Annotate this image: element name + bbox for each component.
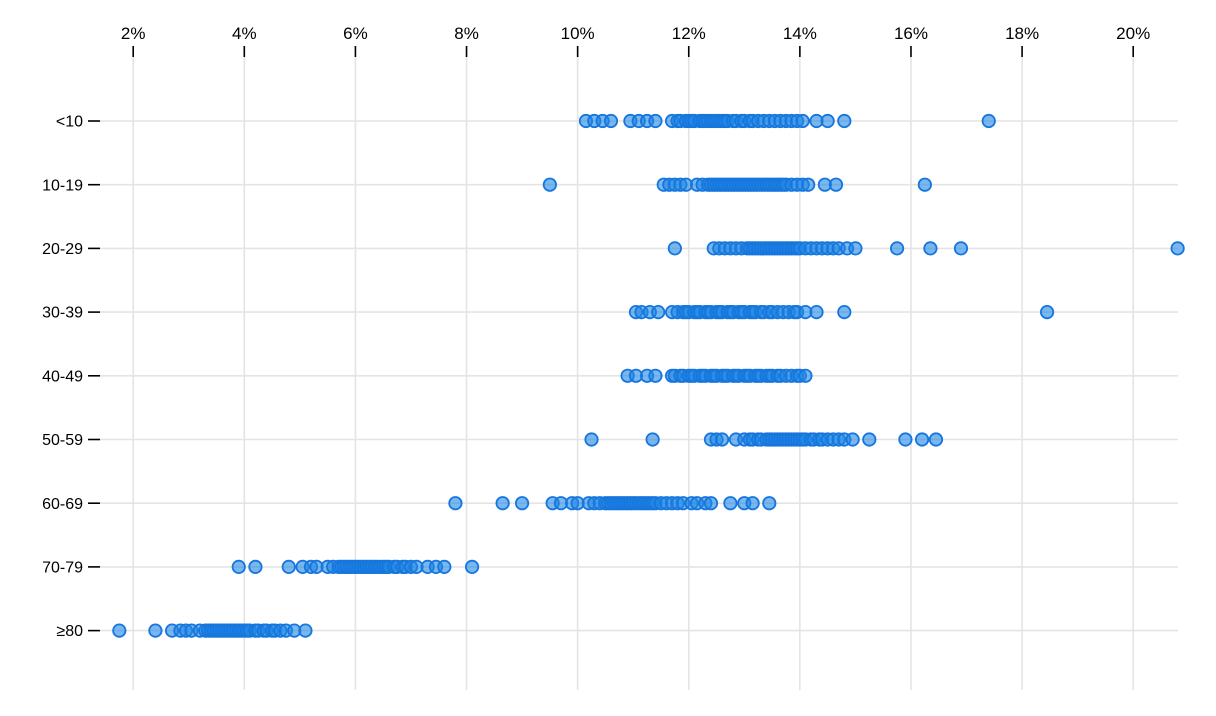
y-axis-category-label: 20-29 bbox=[42, 241, 83, 258]
data-point bbox=[798, 368, 813, 383]
data-point bbox=[542, 177, 557, 192]
data-point bbox=[448, 496, 463, 511]
x-axis-tick-label: 16% bbox=[894, 24, 928, 43]
x-axis-tick-label: 10% bbox=[561, 24, 595, 43]
x-axis-tick-label: 12% bbox=[672, 24, 706, 43]
x-axis-tick-label: 20% bbox=[1116, 24, 1150, 43]
x-axis-tick-label: 18% bbox=[1005, 24, 1039, 43]
y-axis-category-label: 50-59 bbox=[42, 432, 83, 449]
data-point bbox=[714, 432, 730, 447]
data-point bbox=[862, 432, 877, 447]
data-point bbox=[837, 113, 852, 129]
x-axis-tick-label: 8% bbox=[454, 24, 479, 43]
data-point bbox=[762, 496, 777, 511]
data-point bbox=[148, 623, 163, 638]
y-axis-category-label: 40-49 bbox=[42, 368, 83, 385]
data-point bbox=[645, 432, 660, 447]
y-axis-category-label: 70-79 bbox=[42, 560, 83, 577]
y-axis-category-label: 10-19 bbox=[42, 177, 83, 194]
data-point bbox=[281, 559, 296, 575]
data-point bbox=[298, 623, 313, 638]
data-point bbox=[1170, 241, 1185, 256]
data-point bbox=[953, 241, 969, 256]
data-point bbox=[514, 496, 530, 511]
x-axis-tick-label: 4% bbox=[232, 24, 257, 43]
data-point bbox=[848, 241, 863, 256]
data-point bbox=[584, 432, 599, 447]
data-point bbox=[898, 432, 913, 447]
y-axis-category-label: 60-69 bbox=[42, 496, 83, 513]
y-axis-category-label: <10 bbox=[56, 114, 83, 131]
x-axis-tick-label: 14% bbox=[783, 24, 817, 43]
data-point bbox=[889, 241, 905, 256]
y-axis-category-label: ≥80 bbox=[56, 623, 83, 640]
data-point bbox=[928, 432, 944, 447]
x-axis-tick-label: 2% bbox=[121, 24, 146, 43]
data-point bbox=[981, 113, 996, 129]
data-point bbox=[648, 368, 663, 383]
data-point bbox=[651, 304, 666, 320]
data-point bbox=[495, 496, 510, 511]
data-point bbox=[1039, 304, 1055, 320]
data-point bbox=[464, 559, 480, 575]
data-point bbox=[231, 559, 246, 575]
data-point bbox=[917, 177, 932, 192]
data-point bbox=[820, 113, 835, 129]
data-point bbox=[837, 304, 852, 320]
data-point bbox=[923, 241, 938, 256]
y-axis-category-label: 30-39 bbox=[42, 305, 83, 322]
data-point bbox=[703, 496, 719, 511]
data-point bbox=[914, 432, 930, 447]
data-point bbox=[845, 432, 860, 447]
data-point bbox=[437, 559, 452, 575]
data-point bbox=[112, 623, 127, 638]
data-point bbox=[723, 496, 738, 511]
data-point bbox=[795, 113, 810, 129]
data-point bbox=[603, 113, 619, 129]
data-point bbox=[809, 304, 824, 320]
data-point bbox=[801, 177, 816, 192]
data-point bbox=[828, 177, 844, 192]
data-point bbox=[745, 496, 760, 511]
data-point bbox=[248, 559, 263, 575]
data-point bbox=[648, 113, 663, 129]
x-axis-tick-label: 6% bbox=[343, 24, 368, 43]
data-point bbox=[667, 241, 682, 256]
